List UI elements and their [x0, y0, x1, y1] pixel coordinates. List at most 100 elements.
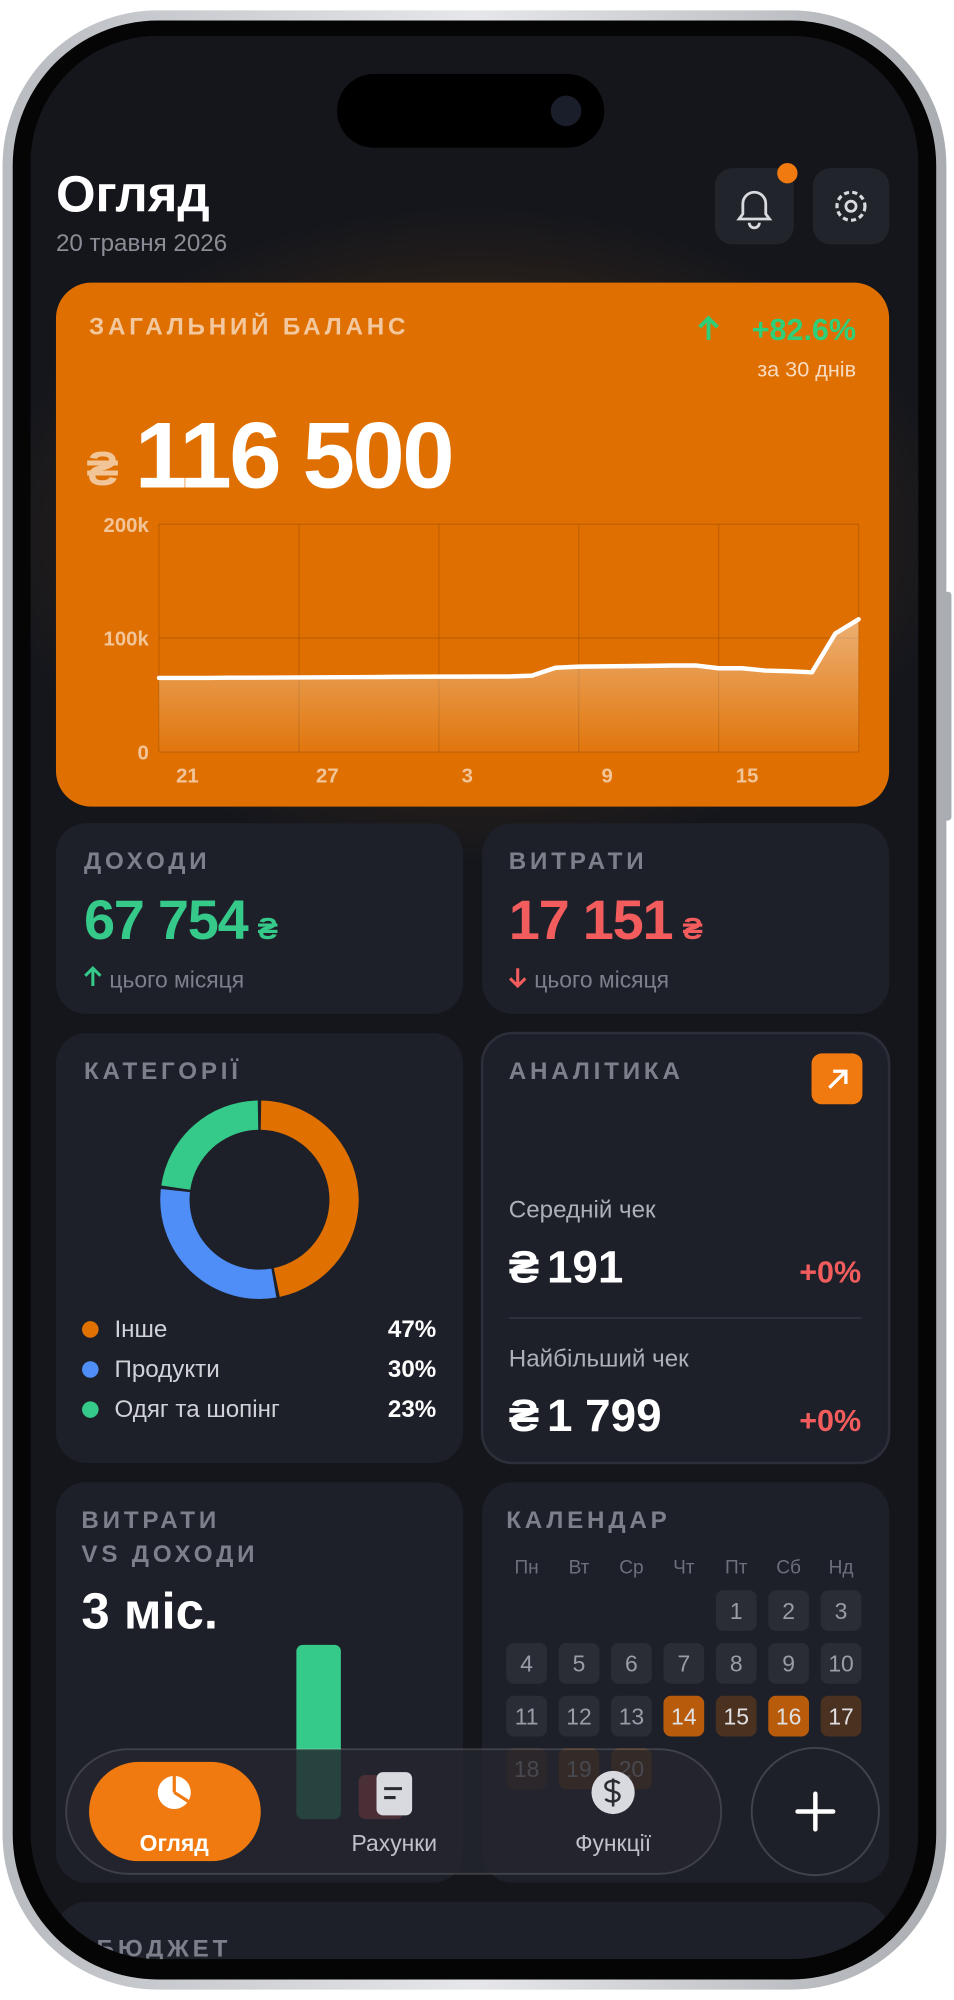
- legend-dot: [82, 1401, 99, 1418]
- badge: [777, 163, 798, 184]
- amount: 67 754: [84, 888, 249, 951]
- card-label: КАЛЕНДАР: [506, 1507, 670, 1534]
- day-number: 16: [776, 1703, 801, 1729]
- balance-amount: 116 500: [135, 402, 452, 507]
- tab-accounts[interactable]: Рахунки: [352, 1772, 438, 1856]
- donut-segment: [260, 1100, 359, 1297]
- expenses-card: ВИТРАТИ 17 151 ₴ цього місяця: [482, 823, 890, 1014]
- balance-area: [159, 619, 859, 752]
- tab-active-bg: [89, 1761, 261, 1862]
- day-number: 15: [724, 1703, 749, 1729]
- dollar-glyph: [604, 1778, 621, 1807]
- change-period: за 30 днів: [757, 357, 856, 382]
- card-label: КАТЕГОРІЇ: [84, 1058, 242, 1085]
- tab-bar: Огляд Рахунки Функції: [65, 1748, 723, 1875]
- card-label: ЗАГАЛЬНИЙ БАЛАНС: [89, 313, 409, 341]
- day-cell: [820, 1590, 862, 1631]
- day-number: 14: [671, 1703, 697, 1729]
- notifications-button[interactable]: [714, 163, 798, 245]
- metric-label: Найбільший чек: [509, 1345, 689, 1372]
- card-label: ВИТРАТИ: [509, 848, 648, 875]
- pie-icon-cut: [172, 1775, 190, 1803]
- day-cell: [768, 1695, 809, 1737]
- legend-value: 30%: [388, 1356, 436, 1383]
- plus-icon: [795, 1791, 836, 1832]
- gear-icon: [835, 190, 867, 222]
- card-note: цього місяця: [109, 966, 244, 992]
- metric-change: +0%: [799, 1255, 861, 1289]
- legend-label: Продукти: [114, 1356, 219, 1383]
- day-number: 6: [625, 1651, 638, 1677]
- day-number: 11: [515, 1703, 539, 1729]
- metric-change: +0%: [799, 1404, 861, 1438]
- day-cell: [558, 1642, 600, 1684]
- metric-value: ₴ 1 799: [509, 1390, 662, 1441]
- day-number: 5: [573, 1651, 586, 1677]
- screen: Огляд 20 травня 2026 ЗАГАЛЬНИЙ БАЛАНС +8…: [30, 35, 919, 1963]
- metric-label: Середній чек: [509, 1197, 656, 1224]
- add-button[interactable]: [750, 1746, 880, 1877]
- weekday-label: Ср: [619, 1558, 643, 1579]
- currency: ₴: [682, 912, 702, 946]
- legend-label: Одяг та шопінг: [114, 1396, 279, 1423]
- day-number: 10: [828, 1651, 853, 1677]
- amount: 17 151: [509, 888, 673, 951]
- day-number: 17: [828, 1703, 853, 1729]
- legend-dot: [82, 1361, 99, 1378]
- legend-value: 23%: [388, 1396, 436, 1423]
- balance-line: [156, 617, 861, 681]
- day-number: 8: [730, 1651, 743, 1677]
- day-cell: [768, 1642, 809, 1684]
- card-bg: [55, 1033, 464, 1464]
- day-cell: [663, 1642, 705, 1684]
- x-tick-label: 9: [602, 765, 613, 787]
- period: 3 міс.: [81, 1582, 218, 1639]
- up-arrow: [84, 966, 102, 987]
- day-cell: [715, 1695, 757, 1737]
- day-cell: [506, 1642, 547, 1684]
- day-number: 2: [782, 1598, 795, 1624]
- arrow-icon: [828, 1069, 848, 1089]
- y-tick-label: 100k: [104, 629, 150, 651]
- button-bg: [714, 168, 794, 245]
- down-arrow: [508, 968, 527, 989]
- day-number: 9: [782, 1651, 795, 1677]
- day-cell: [715, 1642, 757, 1684]
- card-bg: [55, 823, 464, 1014]
- card-note: цього місяця: [534, 966, 669, 992]
- donut-segment: [160, 1189, 277, 1299]
- balance-chart: 0 100k 200k 21 27 3 9 15: [104, 515, 861, 787]
- tab-overview[interactable]: Огляд: [89, 1761, 261, 1862]
- card-bg: [480, 1031, 891, 1465]
- amount: 1 799: [547, 1390, 662, 1441]
- settings-button[interactable]: [812, 168, 890, 245]
- currency: ₴: [86, 442, 118, 496]
- page-title: Огляд: [56, 165, 210, 222]
- card-bg: [482, 823, 890, 1014]
- day-cell: [663, 1695, 705, 1737]
- open-analytics-button[interactable]: [811, 1053, 863, 1105]
- y-tick-label: 0: [137, 743, 148, 765]
- analytics-card: АНАЛІТИКА Середній чек ₴ 191 +0% Найбільш…: [480, 1031, 891, 1465]
- day-number: 3: [835, 1598, 848, 1624]
- day-cell: [820, 1642, 862, 1684]
- card-label: БЮДЖЕТ: [97, 1936, 231, 1963]
- tab-features[interactable]: Функції: [575, 1770, 652, 1856]
- categories-card: КАТЕГОРІЇ Інше 47% Продукти 30% Одяг та шопі…: [55, 1033, 464, 1464]
- day-number: 7: [677, 1651, 690, 1677]
- card-label: ВИТРАТИ: [81, 1507, 220, 1534]
- up-arrow: [698, 315, 719, 340]
- day-cell: [768, 1590, 809, 1631]
- day-number: 12: [566, 1703, 591, 1729]
- card-bg: [55, 1901, 890, 1960]
- card-label: ДОХОДИ: [84, 848, 211, 875]
- metric-value: ₴ 191: [509, 1241, 624, 1292]
- weekday-label: Сб: [776, 1558, 801, 1579]
- day-cell: [611, 1695, 652, 1737]
- balance-card: ЗАГАЛЬНИЙ БАЛАНС +82.6% за 30 днів ₴ 116…: [55, 282, 890, 807]
- button-bg: [812, 168, 890, 245]
- currency: ₴: [509, 1390, 540, 1441]
- currency: ₴: [258, 912, 278, 946]
